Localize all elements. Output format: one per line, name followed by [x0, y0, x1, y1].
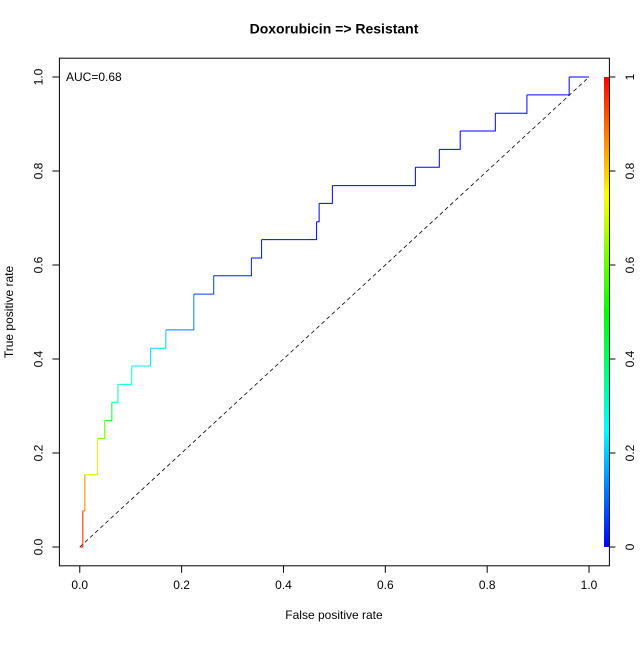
roc-step — [526, 77, 570, 96]
x-axis-label: False positive rate — [285, 608, 383, 622]
roc-step — [261, 221, 318, 241]
x-tick-label: 0.4 — [275, 578, 292, 592]
x-tick-label: 1.0 — [581, 578, 598, 592]
plot-frame — [58, 57, 610, 567]
roc-step — [319, 185, 333, 204]
roc-step — [104, 402, 113, 422]
roc-step — [150, 329, 167, 349]
y-tick-label: 0.8 — [32, 162, 46, 179]
colorbar-tick-label: 0.2 — [623, 444, 637, 461]
roc-step — [97, 420, 106, 439]
x-tick-label: 0.8 — [479, 578, 496, 592]
roc-step — [316, 203, 320, 223]
chance-line — [79, 76, 590, 548]
x-tick-label: 0.0 — [71, 578, 88, 592]
roc-step — [251, 239, 263, 259]
colorbar-tick-label: 0.8 — [623, 162, 637, 179]
roc-step — [332, 167, 416, 187]
colorbar-tick-label: 0.4 — [623, 350, 637, 367]
roc-step — [165, 294, 195, 331]
roc-step — [111, 384, 119, 403]
roc-step — [79, 510, 84, 548]
roc-step — [460, 113, 496, 132]
roc-step — [131, 348, 152, 367]
roc-step — [84, 438, 99, 476]
roc-step — [495, 94, 528, 114]
roc-step — [213, 257, 252, 277]
y-tick-label: 0.0 — [32, 538, 46, 555]
roc-step — [193, 275, 215, 295]
auc-annotation: AUC=0.68 — [66, 70, 122, 84]
colorbar-tick-label: 1 — [623, 73, 637, 80]
y-tick-label: 1.0 — [32, 68, 46, 85]
roc-step — [415, 149, 440, 168]
y-axis-label: True positive rate — [2, 266, 16, 359]
x-tick-label: 0.6 — [377, 578, 394, 592]
chart-title: Doxorubicin => Resistant — [250, 21, 419, 37]
colorbar-tick-label: 0 — [623, 543, 637, 550]
y-tick-label: 0.4 — [32, 350, 46, 367]
roc-step — [117, 366, 133, 385]
colorbar — [604, 77, 609, 547]
roc-step — [82, 474, 86, 512]
y-tick-label: 0.6 — [32, 256, 46, 273]
colorbar-tick-label: 0.6 — [623, 256, 637, 273]
y-tick-label: 0.2 — [32, 444, 46, 461]
x-tick-label: 0.2 — [173, 578, 190, 592]
roc-step — [439, 131, 461, 150]
